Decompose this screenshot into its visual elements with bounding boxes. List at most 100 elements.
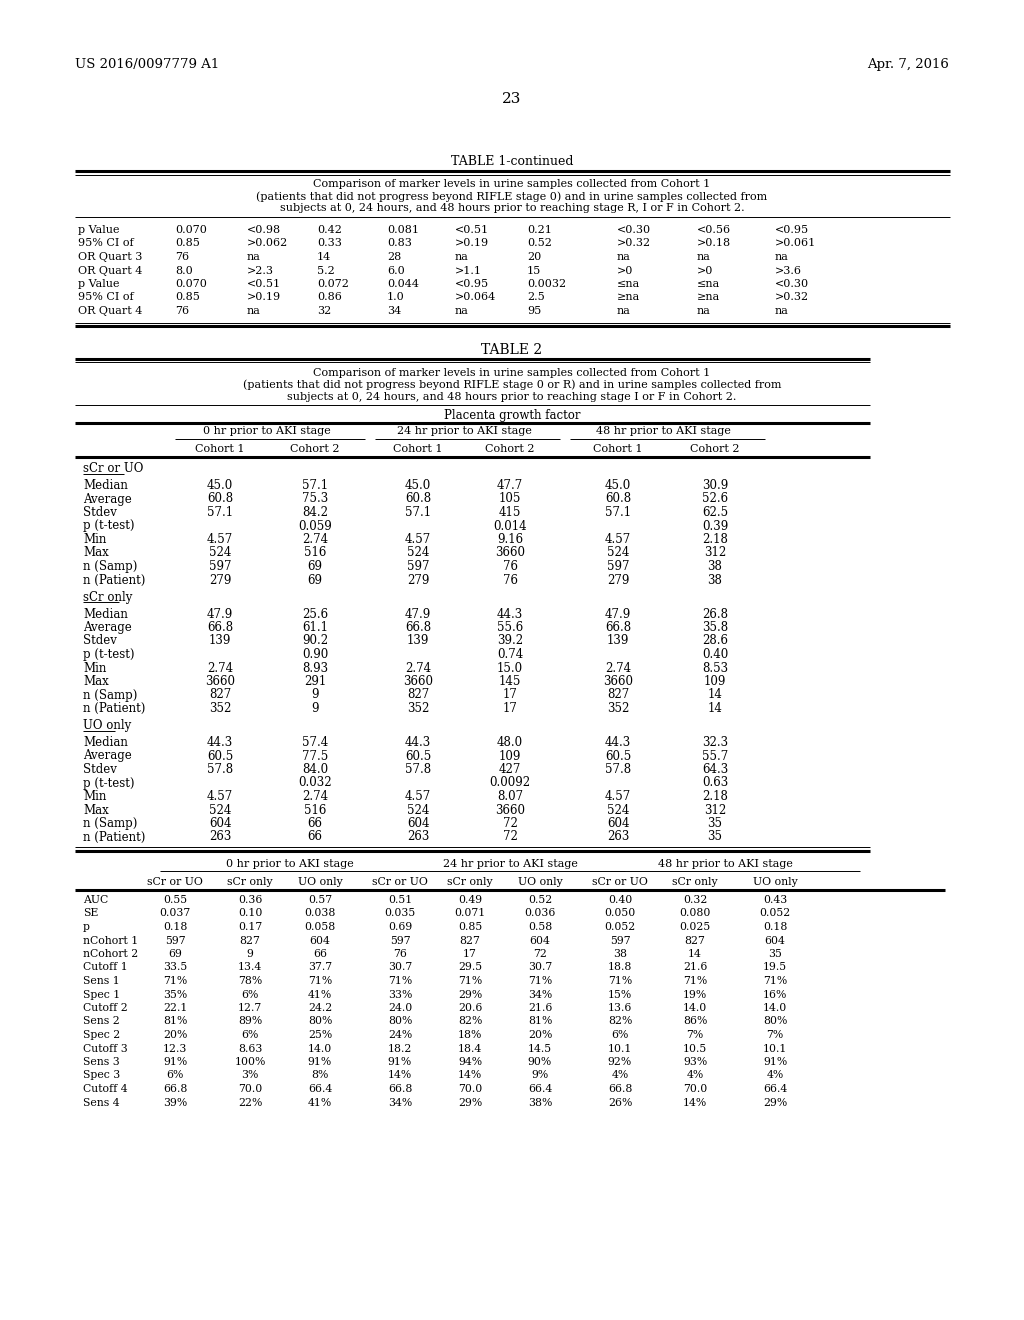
- Text: 90%: 90%: [528, 1057, 552, 1067]
- Text: 2.5: 2.5: [527, 293, 545, 302]
- Text: n (Samp): n (Samp): [83, 689, 137, 701]
- Text: 8%: 8%: [311, 1071, 329, 1081]
- Text: 57.1: 57.1: [302, 479, 328, 492]
- Text: 7%: 7%: [686, 1030, 703, 1040]
- Text: 109: 109: [703, 675, 726, 688]
- Text: 66.8: 66.8: [163, 1084, 187, 1094]
- Text: 66.8: 66.8: [605, 620, 631, 634]
- Text: >0.061: >0.061: [775, 239, 816, 248]
- Text: 352: 352: [407, 702, 429, 715]
- Text: 45.0: 45.0: [404, 479, 431, 492]
- Text: 139: 139: [407, 635, 429, 648]
- Text: 0.49: 0.49: [458, 895, 482, 906]
- Text: 64.3: 64.3: [701, 763, 728, 776]
- Text: <0.30: <0.30: [775, 279, 809, 289]
- Text: UO only: UO only: [517, 876, 562, 887]
- Text: Cutoff 1: Cutoff 1: [83, 962, 128, 973]
- Text: 0.57: 0.57: [308, 895, 332, 906]
- Text: na: na: [697, 306, 711, 315]
- Text: 0.58: 0.58: [528, 921, 552, 932]
- Text: 66: 66: [313, 949, 327, 960]
- Text: 279: 279: [209, 573, 231, 586]
- Text: 0.40: 0.40: [701, 648, 728, 661]
- Text: na: na: [455, 306, 469, 315]
- Text: sCr only: sCr only: [227, 876, 272, 887]
- Text: na: na: [775, 252, 788, 261]
- Text: 47.9: 47.9: [404, 607, 431, 620]
- Text: 8.0: 8.0: [175, 265, 193, 276]
- Text: 524: 524: [407, 546, 429, 560]
- Text: 20: 20: [527, 252, 542, 261]
- Text: 66.8: 66.8: [404, 620, 431, 634]
- Text: UO only: UO only: [83, 719, 131, 733]
- Text: 48.0: 48.0: [497, 737, 523, 748]
- Text: 1.0: 1.0: [387, 293, 404, 302]
- Text: 4.57: 4.57: [404, 533, 431, 546]
- Text: 0.39: 0.39: [701, 520, 728, 532]
- Text: 52.6: 52.6: [701, 492, 728, 506]
- Text: Median: Median: [83, 479, 128, 492]
- Text: 60.8: 60.8: [404, 492, 431, 506]
- Text: 427: 427: [499, 763, 521, 776]
- Text: 35.8: 35.8: [701, 620, 728, 634]
- Text: 76: 76: [503, 560, 517, 573]
- Text: Average: Average: [83, 620, 132, 634]
- Text: 604: 604: [529, 936, 551, 945]
- Text: 4.57: 4.57: [605, 789, 631, 803]
- Text: 0.037: 0.037: [160, 908, 190, 919]
- Text: 84.0: 84.0: [302, 763, 328, 776]
- Text: subjects at 0, 24 hours, and 48 hours prior to reaching stage R, I or F in Cohor: subjects at 0, 24 hours, and 48 hours pr…: [280, 203, 744, 213]
- Text: 279: 279: [407, 573, 429, 586]
- Text: 55.7: 55.7: [701, 750, 728, 763]
- Text: 352: 352: [607, 702, 629, 715]
- Text: 4%: 4%: [611, 1071, 629, 1081]
- Text: <0.51: <0.51: [455, 224, 489, 235]
- Text: ≤na: ≤na: [617, 279, 640, 289]
- Text: 24 hr prior to AKI stage: 24 hr prior to AKI stage: [396, 426, 531, 437]
- Text: 14%: 14%: [388, 1071, 412, 1081]
- Text: 48 hr prior to AKI stage: 48 hr prior to AKI stage: [596, 426, 730, 437]
- Text: Spec 1: Spec 1: [83, 990, 120, 999]
- Text: 597: 597: [390, 936, 411, 945]
- Text: 80%: 80%: [308, 1016, 332, 1027]
- Text: 9: 9: [311, 689, 318, 701]
- Text: 28.6: 28.6: [702, 635, 728, 648]
- Text: p (t-test): p (t-test): [83, 648, 134, 661]
- Text: AUC: AUC: [83, 895, 109, 906]
- Text: >0: >0: [697, 265, 714, 276]
- Text: 81%: 81%: [527, 1016, 552, 1027]
- Text: Max: Max: [83, 675, 109, 688]
- Text: >0.19: >0.19: [247, 293, 282, 302]
- Text: 0.080: 0.080: [679, 908, 711, 919]
- Text: Cohort 1: Cohort 1: [593, 444, 643, 454]
- Text: 35%: 35%: [163, 990, 187, 999]
- Text: >0.18: >0.18: [697, 239, 731, 248]
- Text: 597: 597: [607, 560, 630, 573]
- Text: 71%: 71%: [763, 975, 787, 986]
- Text: 45.0: 45.0: [605, 479, 631, 492]
- Text: 5.2: 5.2: [317, 265, 335, 276]
- Text: na: na: [247, 252, 261, 261]
- Text: 66.4: 66.4: [763, 1084, 787, 1094]
- Text: 524: 524: [407, 804, 429, 817]
- Text: 3660: 3660: [205, 675, 234, 688]
- Text: 0.035: 0.035: [384, 908, 416, 919]
- Text: >0.19: >0.19: [455, 239, 489, 248]
- Text: >3.6: >3.6: [775, 265, 802, 276]
- Text: 0.052: 0.052: [604, 921, 636, 932]
- Text: 18.2: 18.2: [388, 1044, 413, 1053]
- Text: 524: 524: [209, 546, 231, 560]
- Text: 109: 109: [499, 750, 521, 763]
- Text: 76: 76: [503, 573, 517, 586]
- Text: 0.0032: 0.0032: [527, 279, 566, 289]
- Text: >0.062: >0.062: [247, 239, 288, 248]
- Text: 32: 32: [317, 306, 331, 315]
- Text: 90.2: 90.2: [302, 635, 328, 648]
- Text: 16%: 16%: [763, 990, 787, 999]
- Text: 2.74: 2.74: [207, 661, 233, 675]
- Text: 38: 38: [708, 560, 723, 573]
- Text: p Value: p Value: [78, 224, 120, 235]
- Text: 72: 72: [503, 830, 517, 843]
- Text: 2.18: 2.18: [702, 533, 728, 546]
- Text: Stdev: Stdev: [83, 506, 117, 519]
